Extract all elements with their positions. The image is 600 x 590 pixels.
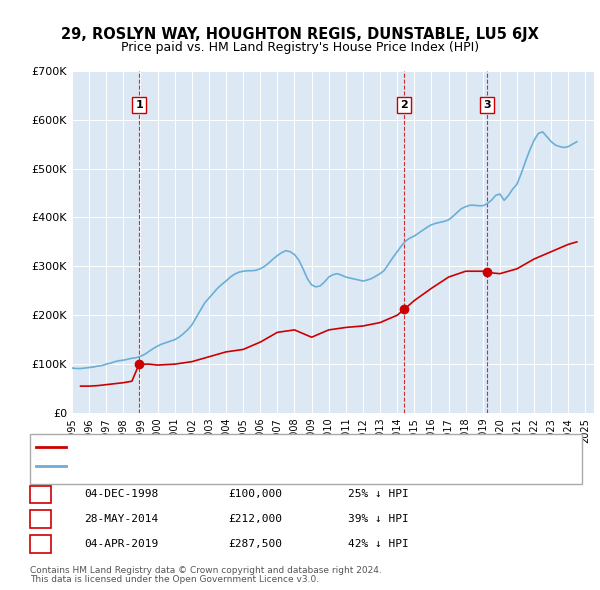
Text: 1: 1 [135,100,143,110]
Text: 3: 3 [37,539,44,549]
Text: 3: 3 [483,100,491,110]
Text: 42% ↓ HPI: 42% ↓ HPI [348,539,409,549]
Text: £100,000: £100,000 [228,490,282,499]
Text: Price paid vs. HM Land Registry's House Price Index (HPI): Price paid vs. HM Land Registry's House … [121,41,479,54]
Text: 04-DEC-1998: 04-DEC-1998 [84,490,158,499]
Text: 28-MAY-2014: 28-MAY-2014 [84,514,158,524]
Text: £287,500: £287,500 [228,539,282,549]
Text: This data is licensed under the Open Government Licence v3.0.: This data is licensed under the Open Gov… [30,575,319,584]
Text: 29, ROSLYN WAY, HOUGHTON REGIS, DUNSTABLE, LU5 6JX: 29, ROSLYN WAY, HOUGHTON REGIS, DUNSTABL… [61,27,539,41]
Text: 29, ROSLYN WAY, HOUGHTON REGIS, DUNSTABLE, LU5 6JX (detached house): 29, ROSLYN WAY, HOUGHTON REGIS, DUNSTABL… [72,442,470,451]
Text: Contains HM Land Registry data © Crown copyright and database right 2024.: Contains HM Land Registry data © Crown c… [30,566,382,575]
Text: 2: 2 [37,514,44,524]
Text: HPI: Average price, detached house, Central Bedfordshire: HPI: Average price, detached house, Cent… [72,461,373,471]
Text: 25% ↓ HPI: 25% ↓ HPI [348,490,409,499]
Text: £212,000: £212,000 [228,514,282,524]
Text: 04-APR-2019: 04-APR-2019 [84,539,158,549]
Text: 39% ↓ HPI: 39% ↓ HPI [348,514,409,524]
Text: 2: 2 [400,100,408,110]
Text: 1: 1 [37,490,44,499]
